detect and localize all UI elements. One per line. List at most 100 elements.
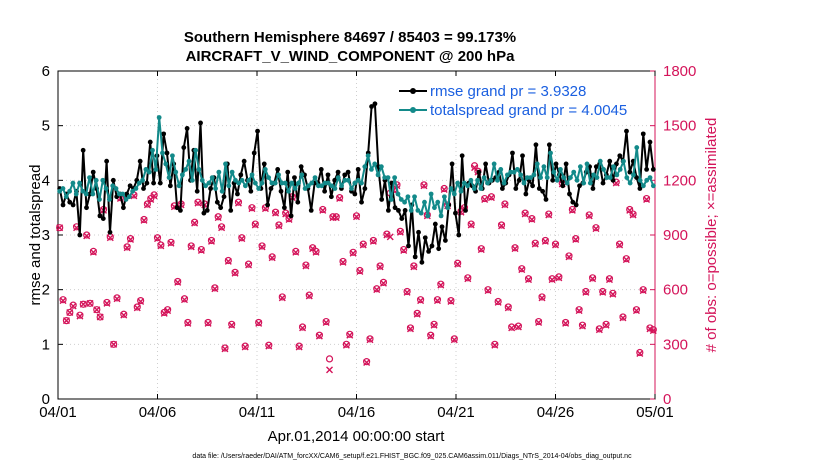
rmse-point bbox=[430, 244, 435, 249]
x-axis-label: Apr.01,2014 00:00:00 start bbox=[268, 428, 446, 445]
totalspread-point bbox=[213, 186, 218, 191]
rmse-point bbox=[108, 230, 113, 235]
rmse-point bbox=[228, 208, 233, 213]
totalspread-point bbox=[422, 200, 427, 205]
rmse-point bbox=[248, 189, 253, 194]
rmse-point bbox=[651, 167, 656, 172]
rmse-point bbox=[322, 189, 327, 194]
totalspread-point bbox=[61, 186, 66, 191]
rmse-point bbox=[641, 131, 646, 136]
rmse-point bbox=[523, 192, 528, 197]
rmse-point bbox=[255, 129, 260, 134]
totalspread-point bbox=[243, 183, 248, 188]
totalspread-point bbox=[220, 189, 225, 194]
rmse-point bbox=[111, 178, 116, 183]
rmse-point bbox=[456, 233, 461, 238]
rmse-point bbox=[178, 208, 183, 213]
totalspread-point bbox=[97, 197, 102, 202]
totalspread-point bbox=[598, 159, 603, 164]
rmse-point bbox=[84, 205, 89, 210]
rmse-point bbox=[379, 197, 384, 202]
rmse-point bbox=[141, 186, 146, 191]
totalspread-point bbox=[561, 175, 566, 180]
rmse-point bbox=[483, 162, 488, 167]
rmse-point bbox=[399, 216, 404, 221]
totalspread-point bbox=[452, 192, 457, 197]
rmse-point bbox=[396, 208, 401, 213]
totalspread-point bbox=[459, 189, 464, 194]
totalspread-point bbox=[289, 181, 294, 186]
totalspread-point bbox=[207, 181, 212, 186]
rmse-point bbox=[607, 159, 612, 164]
totalspread-point bbox=[379, 164, 384, 169]
totalspread-point bbox=[160, 151, 165, 156]
totalspread-point bbox=[226, 183, 231, 188]
x-tick-label: 04/01 bbox=[39, 404, 77, 421]
rmse-point bbox=[235, 192, 240, 197]
totalspread-point bbox=[472, 186, 477, 191]
rmse-point bbox=[346, 170, 351, 175]
totalspread-point bbox=[455, 181, 460, 186]
legend-rmse-text: rmse grand pr = 3.9328 bbox=[430, 83, 586, 100]
totalspread-point bbox=[445, 205, 450, 210]
totalspread-point bbox=[180, 172, 185, 177]
totalspread-point bbox=[624, 175, 629, 180]
rmse-point bbox=[242, 159, 247, 164]
totalspread-point bbox=[386, 175, 391, 180]
totalspread-point bbox=[515, 167, 520, 172]
totalspread-point bbox=[177, 183, 182, 188]
rmse-point bbox=[423, 235, 428, 240]
totalspread-point bbox=[273, 181, 278, 186]
rmse-point bbox=[282, 205, 287, 210]
rmse-point bbox=[279, 189, 284, 194]
rmse-point bbox=[208, 186, 213, 191]
totalspread-point bbox=[435, 200, 440, 205]
totalspread-point bbox=[173, 170, 178, 175]
rmse-point bbox=[433, 222, 438, 227]
y-tick-label: 5 bbox=[42, 118, 50, 135]
rmse-point bbox=[158, 181, 163, 186]
x-tick-label: 04/21 bbox=[437, 404, 475, 421]
totalspread-point bbox=[425, 213, 430, 218]
rmse-point bbox=[617, 153, 622, 158]
rmse-point bbox=[362, 186, 367, 191]
totalspread-point bbox=[293, 186, 298, 191]
totalspread-point bbox=[558, 167, 563, 172]
y2-axis-label: # of obs: o=possible; ×=assimilated bbox=[703, 118, 720, 353]
totalspread-point bbox=[432, 205, 437, 210]
rmse-point bbox=[443, 238, 448, 243]
totalspread-point bbox=[74, 192, 79, 197]
footer-data-file: data file: /Users/raeder/DAI/ATM_forcXX/… bbox=[192, 453, 632, 460]
rmse-point bbox=[144, 181, 149, 186]
x-tick-label: 04/26 bbox=[537, 404, 575, 421]
totalspread-point bbox=[256, 186, 261, 191]
rmse-point bbox=[269, 186, 274, 191]
totalspread-point bbox=[608, 175, 613, 180]
totalspread-point bbox=[541, 164, 546, 169]
totalspread-point bbox=[439, 213, 444, 218]
y2-tick-label: 1500 bbox=[663, 118, 696, 135]
totalspread-point bbox=[601, 167, 606, 172]
totalspread-point bbox=[488, 178, 493, 183]
totalspread-point bbox=[104, 186, 109, 191]
totalspread-point bbox=[568, 175, 573, 180]
rmse-point bbox=[453, 211, 458, 216]
totalspread-point bbox=[581, 181, 586, 186]
rmse-point bbox=[148, 140, 153, 145]
totalspread-point bbox=[611, 164, 616, 169]
totalspread-point bbox=[190, 178, 195, 183]
rmse-point bbox=[513, 186, 518, 191]
rmse-point bbox=[601, 181, 606, 186]
totalspread-point bbox=[230, 170, 235, 175]
totalspread-point bbox=[296, 181, 301, 186]
totalspread-point bbox=[187, 159, 192, 164]
totalspread-point bbox=[313, 175, 318, 180]
totalspread-point bbox=[406, 194, 411, 199]
y-tick-label: 1 bbox=[42, 336, 50, 353]
rmse-point bbox=[292, 175, 297, 180]
totalspread-point bbox=[114, 186, 119, 191]
rmse-point bbox=[319, 167, 324, 172]
rmse-point bbox=[477, 170, 482, 175]
y2-tick-label: 300 bbox=[663, 336, 688, 353]
totalspread-point bbox=[250, 172, 255, 177]
